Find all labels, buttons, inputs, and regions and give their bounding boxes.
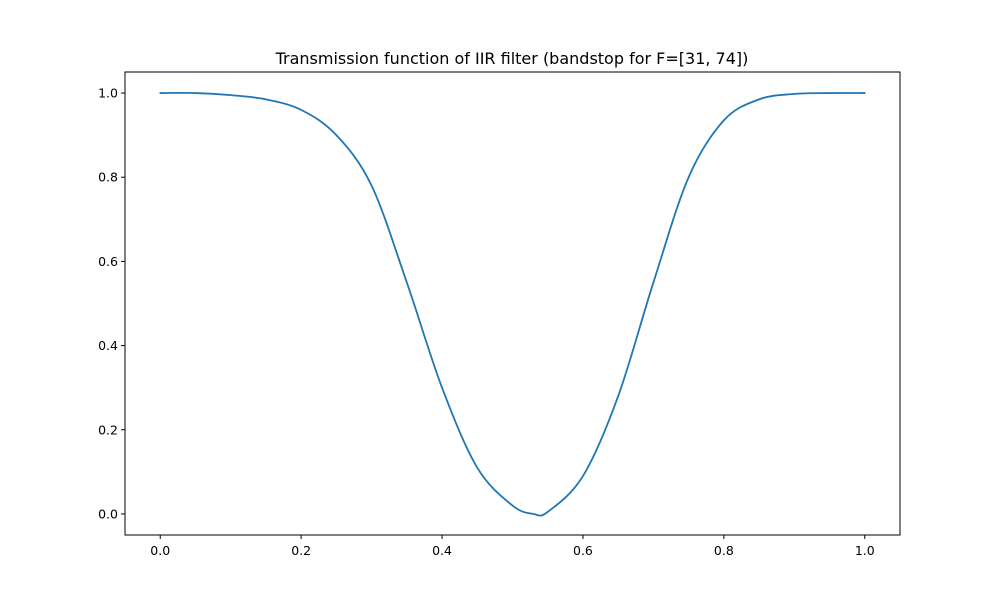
x-tick-label: 0.4 [432,543,452,558]
x-tick-label: 1.0 [855,543,875,558]
x-tick-label: 0.2 [291,543,311,558]
y-tick-label: 0.6 [98,254,118,269]
x-tick-label: 0.6 [573,543,593,558]
x-tick-label: 0.8 [714,543,734,558]
y-tick-label: 0.4 [98,338,118,353]
y-tick-label: 1.0 [98,86,118,101]
y-tick-label: 0.0 [98,506,118,521]
x-axis: 0.0 0.2 0.4 0.6 0.8 1.0 [150,535,875,558]
y-axis: 0.0 0.2 0.4 0.6 0.8 1.0 [98,86,125,521]
axes-frame [124,71,901,536]
plot-area [159,91,866,517]
y-tick-label: 0.8 [98,170,118,185]
chart-title: Transmission function of IIR filter (ban… [275,49,749,68]
series-line-0 [159,91,866,517]
x-tick-label: 0.0 [150,543,170,558]
y-tick-label: 0.2 [98,422,118,437]
